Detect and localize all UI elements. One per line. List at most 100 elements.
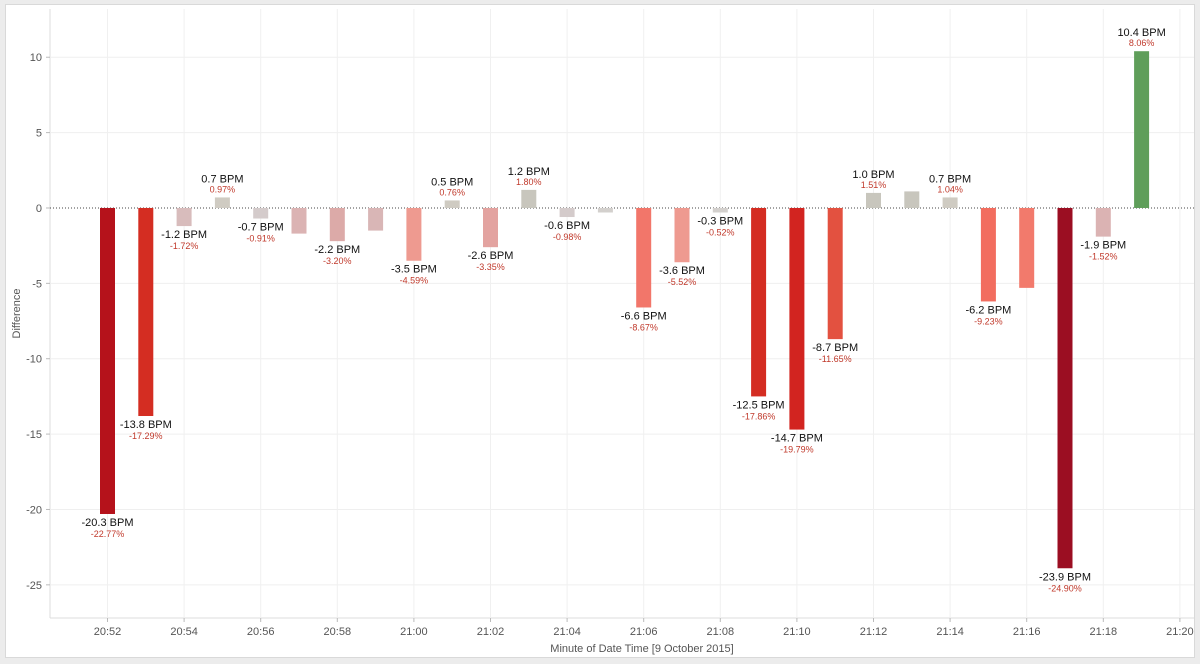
- bar: [789, 207, 805, 430]
- bar-value-label: -8.7 BPM: [812, 342, 858, 354]
- bar: [597, 207, 613, 213]
- bar-percent-label: -17.29%: [129, 431, 163, 441]
- bars-group: [100, 51, 1150, 569]
- bar-percent-label: 1.80%: [516, 177, 542, 187]
- bar: [1057, 207, 1073, 569]
- bar-percent-label: -5.52%: [668, 277, 697, 287]
- y-tick-label: -5: [32, 278, 42, 290]
- bar-percent-label: -11.65%: [819, 354, 852, 364]
- bar-value-label: -2.6 BPM: [468, 250, 514, 262]
- bar-value-label: -2.2 BPM: [314, 244, 360, 256]
- bar-percent-label: -3.20%: [323, 256, 352, 266]
- bar: [368, 207, 384, 231]
- bar-value-label: -0.7 BPM: [238, 222, 284, 234]
- bar-percent-label: -1.72%: [170, 241, 199, 251]
- y-tick-label: -15: [26, 429, 42, 441]
- bar-percent-label: -0.91%: [246, 234, 275, 244]
- bar: [214, 197, 230, 208]
- x-tick-label: 21:02: [477, 626, 505, 638]
- bar: [138, 207, 154, 417]
- bar-value-label: -3.5 BPM: [391, 264, 437, 276]
- bar: [942, 197, 958, 208]
- bar-value-label: -6.6 BPM: [621, 310, 667, 322]
- bar-value-label: 1.2 BPM: [508, 166, 550, 178]
- bar-percent-label: -0.98%: [553, 232, 582, 242]
- y-tick-label: -25: [26, 580, 42, 592]
- bar-value-label: 1.0 BPM: [852, 169, 894, 181]
- bar-value-label: 10.4 BPM: [1117, 27, 1165, 39]
- y-tick-label: 10: [30, 52, 42, 64]
- bar-value-label: -0.6 BPM: [544, 220, 590, 232]
- bar-percent-label: -9.23%: [974, 316, 1003, 326]
- x-tick-label: 21:00: [400, 626, 428, 638]
- x-tick-label: 21:10: [783, 626, 811, 638]
- bar: [1095, 207, 1111, 237]
- x-tick-label: 20:54: [170, 626, 198, 638]
- bar: [980, 207, 996, 302]
- y-tick-label: 5: [36, 128, 42, 140]
- y-axis: 10 5 0 -5 -10 -15 -20 -25: [26, 52, 50, 592]
- bar-percent-label: -1.52%: [1089, 252, 1118, 262]
- x-tick-label: 21:06: [630, 626, 658, 638]
- bar: [176, 207, 192, 227]
- bar-percent-label: -17.86%: [742, 411, 776, 421]
- x-tick-label: 21:20: [1166, 626, 1194, 638]
- x-axis: 20:52 20:54 20:56 20:58 21:00 21:02 21:04 21:06…: [94, 618, 1194, 638]
- bar: [751, 207, 767, 397]
- x-tick-label: 21:16: [1013, 626, 1041, 638]
- x-tick-label: 21:04: [553, 626, 581, 638]
- bar: [827, 207, 843, 340]
- bar-percent-label: 8.06%: [1129, 38, 1155, 48]
- bar-value-label: -1.2 BPM: [161, 229, 207, 241]
- bar-value-label: -0.3 BPM: [697, 216, 743, 228]
- bar-percent-label: 0.97%: [210, 184, 236, 194]
- x-tick-label: 20:56: [247, 626, 275, 638]
- bar: [1019, 207, 1035, 288]
- x-tick-label: 21:18: [1090, 626, 1118, 638]
- bar: [636, 207, 652, 308]
- y-axis-title: Difference: [11, 289, 23, 339]
- x-tick-label: 21:08: [707, 626, 735, 638]
- bar-value-label: -14.7 BPM: [771, 433, 823, 445]
- bar-percent-label: -4.59%: [400, 276, 429, 286]
- bar: [329, 207, 345, 242]
- bar: [406, 207, 422, 261]
- y-tick-label: -20: [26, 504, 42, 516]
- x-tick-label: 20:58: [324, 626, 352, 638]
- bar: [291, 207, 307, 234]
- x-axis-title: Minute of Date Time [9 October 2015]: [550, 643, 733, 655]
- bar-value-label: -20.3 BPM: [82, 517, 134, 529]
- bar: [559, 207, 575, 218]
- bar-percent-label: -22.77%: [91, 529, 125, 539]
- bar-value-label: -1.9 BPM: [1080, 240, 1126, 252]
- chart-frame: -20.3 BPM -22.77% -13.8 BPM -17.29% -1.2 BPM…: [5, 4, 1195, 658]
- bar-value-label: -3.6 BPM: [659, 265, 705, 277]
- bar-value-label: -13.8 BPM: [120, 419, 172, 431]
- bar: [866, 192, 881, 208]
- bar-percent-label: -0.52%: [706, 228, 735, 238]
- y-tick-label: 0: [36, 203, 42, 215]
- bar: [444, 200, 460, 208]
- bar-chart: -20.3 BPM-22.77% -13.8 BPM-17.29% -1.2 BPM…: [11, 9, 1194, 655]
- bar-percent-label: -24.90%: [1048, 583, 1082, 593]
- gridlines: [49, 9, 1194, 619]
- bar-value-label: 0.7 BPM: [929, 173, 971, 185]
- bar-percent-label: -3.35%: [476, 262, 505, 272]
- bar-percent-label: -19.79%: [780, 445, 814, 455]
- x-tick-label: 21:14: [936, 626, 964, 638]
- bar-value-label: -12.5 BPM: [733, 399, 785, 411]
- x-tick-label: 20:52: [94, 626, 122, 638]
- bar: [674, 207, 690, 263]
- bar: [712, 207, 728, 213]
- y-tick-label: -10: [26, 354, 42, 366]
- bar: [521, 189, 537, 208]
- bar: [253, 207, 269, 219]
- bar-percent-label: 1.51%: [861, 180, 887, 190]
- bar-value-label: -6.2 BPM: [965, 304, 1011, 316]
- data-labels: -20.3 BPM-22.77% -13.8 BPM-17.29% -1.2 BPM…: [82, 27, 1166, 593]
- bar-percent-label: 0.76%: [439, 187, 465, 197]
- bar-value-label: 0.5 BPM: [431, 176, 473, 188]
- bar-value-label: -23.9 BPM: [1039, 571, 1091, 583]
- bar: [904, 191, 920, 208]
- bar-percent-label: 1.04%: [937, 184, 963, 194]
